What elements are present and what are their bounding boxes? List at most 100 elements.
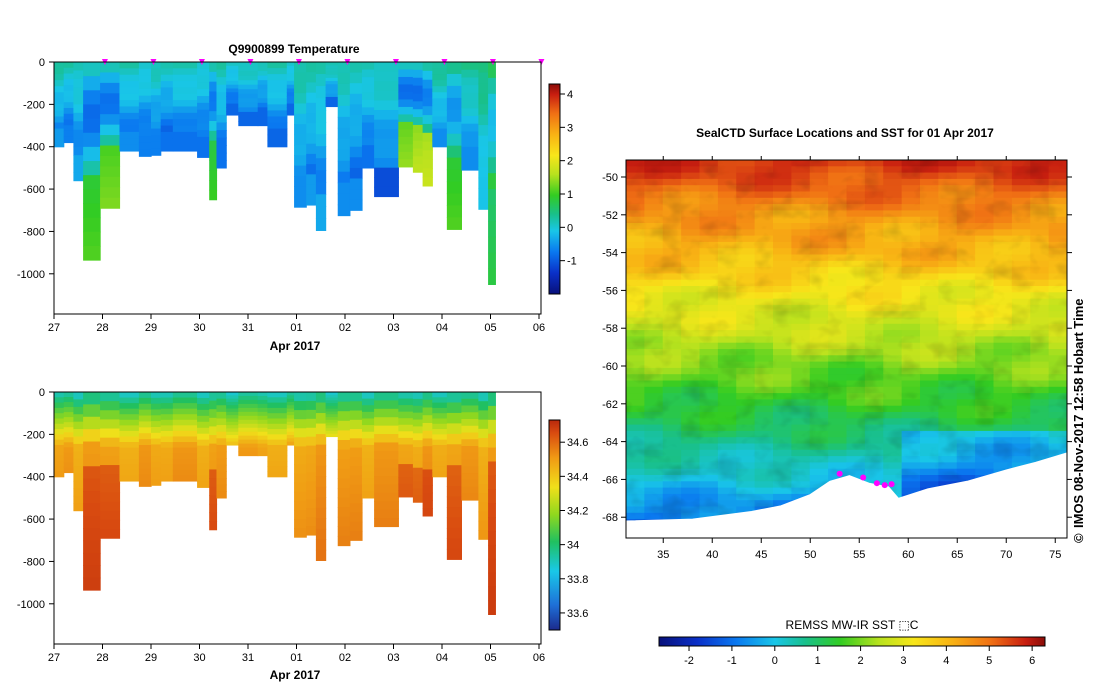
salinity-cell <box>73 443 84 452</box>
temperature-cell <box>315 134 327 147</box>
temperature-cell <box>478 93 489 105</box>
salinity-cell <box>226 392 239 396</box>
sst-colorbar-ticks: -2 -1 0 1 2 3 4 5 6 <box>684 646 1035 667</box>
salinity-cell <box>197 457 210 465</box>
salinity-cell <box>286 392 295 396</box>
temperature-cell <box>238 102 259 108</box>
temperature-cell <box>478 125 489 137</box>
salinity-cell <box>138 392 152 399</box>
temperature-cell <box>349 199 363 211</box>
salinity-cell <box>374 467 399 477</box>
temperature-cell <box>432 68 448 75</box>
temperature-cell <box>54 98 65 105</box>
salinity-cell <box>238 415 259 421</box>
temperature-x-axis: 27 28 29 30 31 01 02 03 04 05 06 <box>48 314 545 334</box>
salinity-cell <box>216 425 227 433</box>
salinity-cell <box>216 484 227 492</box>
colorbar-tick-label: 2 <box>567 156 573 168</box>
temperature-cell <box>325 87 339 92</box>
salinity-cell <box>54 450 65 457</box>
temperature-cell <box>151 75 162 83</box>
salinity-cell <box>119 408 140 415</box>
temperature-cell <box>337 160 351 173</box>
temperature-cell <box>325 71 339 76</box>
temperature-cell <box>151 95 162 103</box>
salinity-cell <box>374 417 399 427</box>
salinity-cell <box>294 419 307 429</box>
temperature-cell <box>461 123 479 133</box>
salinity-cell <box>306 436 317 447</box>
temperature-cell <box>422 159 433 169</box>
salinity-cell <box>306 427 317 438</box>
salinity-cell <box>216 398 227 406</box>
x-tick-label: 30 <box>193 322 205 334</box>
salinity-cell <box>361 398 375 406</box>
salinity-cell <box>151 426 162 434</box>
temperature-cell <box>267 122 288 130</box>
temperature-cell <box>398 106 414 116</box>
temperature-cell <box>73 104 84 114</box>
salinity-cell <box>197 403 210 411</box>
temperature-cell <box>461 77 479 86</box>
temperature-cell <box>216 92 227 101</box>
salinity-cell <box>478 502 489 513</box>
salinity-cell <box>422 492 433 502</box>
salinity-cell <box>361 451 375 459</box>
temperature-cell <box>100 135 121 147</box>
temperature-cell <box>197 123 210 131</box>
salinity-cell <box>138 480 152 487</box>
salinity-cell <box>54 466 65 473</box>
salinity-cell <box>306 517 317 527</box>
temperature-cell <box>238 111 259 118</box>
temperature-cell <box>257 66 268 72</box>
salinity-cell <box>83 528 101 542</box>
salinity-cell <box>73 466 84 475</box>
salinity-cell <box>119 464 140 471</box>
salinity-cell <box>337 449 351 460</box>
temperature-cell <box>374 167 399 178</box>
salinity-cell <box>432 460 448 467</box>
temperature-cell <box>226 107 239 112</box>
temperature-cell <box>267 104 288 112</box>
salinity-cell <box>238 427 259 433</box>
salinity-cell <box>398 424 414 432</box>
temperature-cell <box>100 93 121 105</box>
salinity-cell <box>478 511 489 522</box>
temperature-cell <box>119 68 140 76</box>
salinity-cell <box>374 509 399 519</box>
y-tick-label: 0 <box>39 387 45 399</box>
salinity-cell <box>216 392 227 400</box>
salinity-cell <box>63 462 74 469</box>
temperature-cell <box>398 99 414 108</box>
salinity-cell <box>337 401 351 412</box>
salinity-cell <box>306 445 317 456</box>
salinity-cell <box>294 464 307 475</box>
salinity-cell <box>398 444 414 452</box>
salinity-cell <box>257 431 268 437</box>
map-x-tick-label: 75 <box>1049 549 1061 561</box>
salinity-cell <box>226 431 239 436</box>
salinity-cell <box>398 483 414 491</box>
salinity-cell <box>432 407 448 414</box>
temperature-cell <box>216 107 227 116</box>
temperature-cell <box>488 268 496 285</box>
salinity-cell <box>197 415 210 423</box>
salinity-cell <box>257 443 268 449</box>
salinity-cell <box>349 401 363 412</box>
salinity-cell <box>63 402 74 408</box>
temperature-colorbar <box>548 83 561 295</box>
salinity-cell <box>478 428 489 439</box>
salinity-cell <box>100 410 121 421</box>
temperature-cell <box>54 92 65 99</box>
temperature-cell <box>446 193 462 207</box>
salinity-cell <box>361 392 375 400</box>
temperature-cell <box>138 142 152 151</box>
salinity-cell <box>286 405 295 410</box>
map-x-tick-label: 60 <box>902 549 914 561</box>
salinity-cell <box>160 436 174 443</box>
salinity-cell <box>226 415 239 420</box>
salinity-cell <box>488 489 496 504</box>
temperature-cell <box>361 69 375 78</box>
salinity-cell <box>197 421 210 429</box>
salinity-cell <box>461 452 479 461</box>
